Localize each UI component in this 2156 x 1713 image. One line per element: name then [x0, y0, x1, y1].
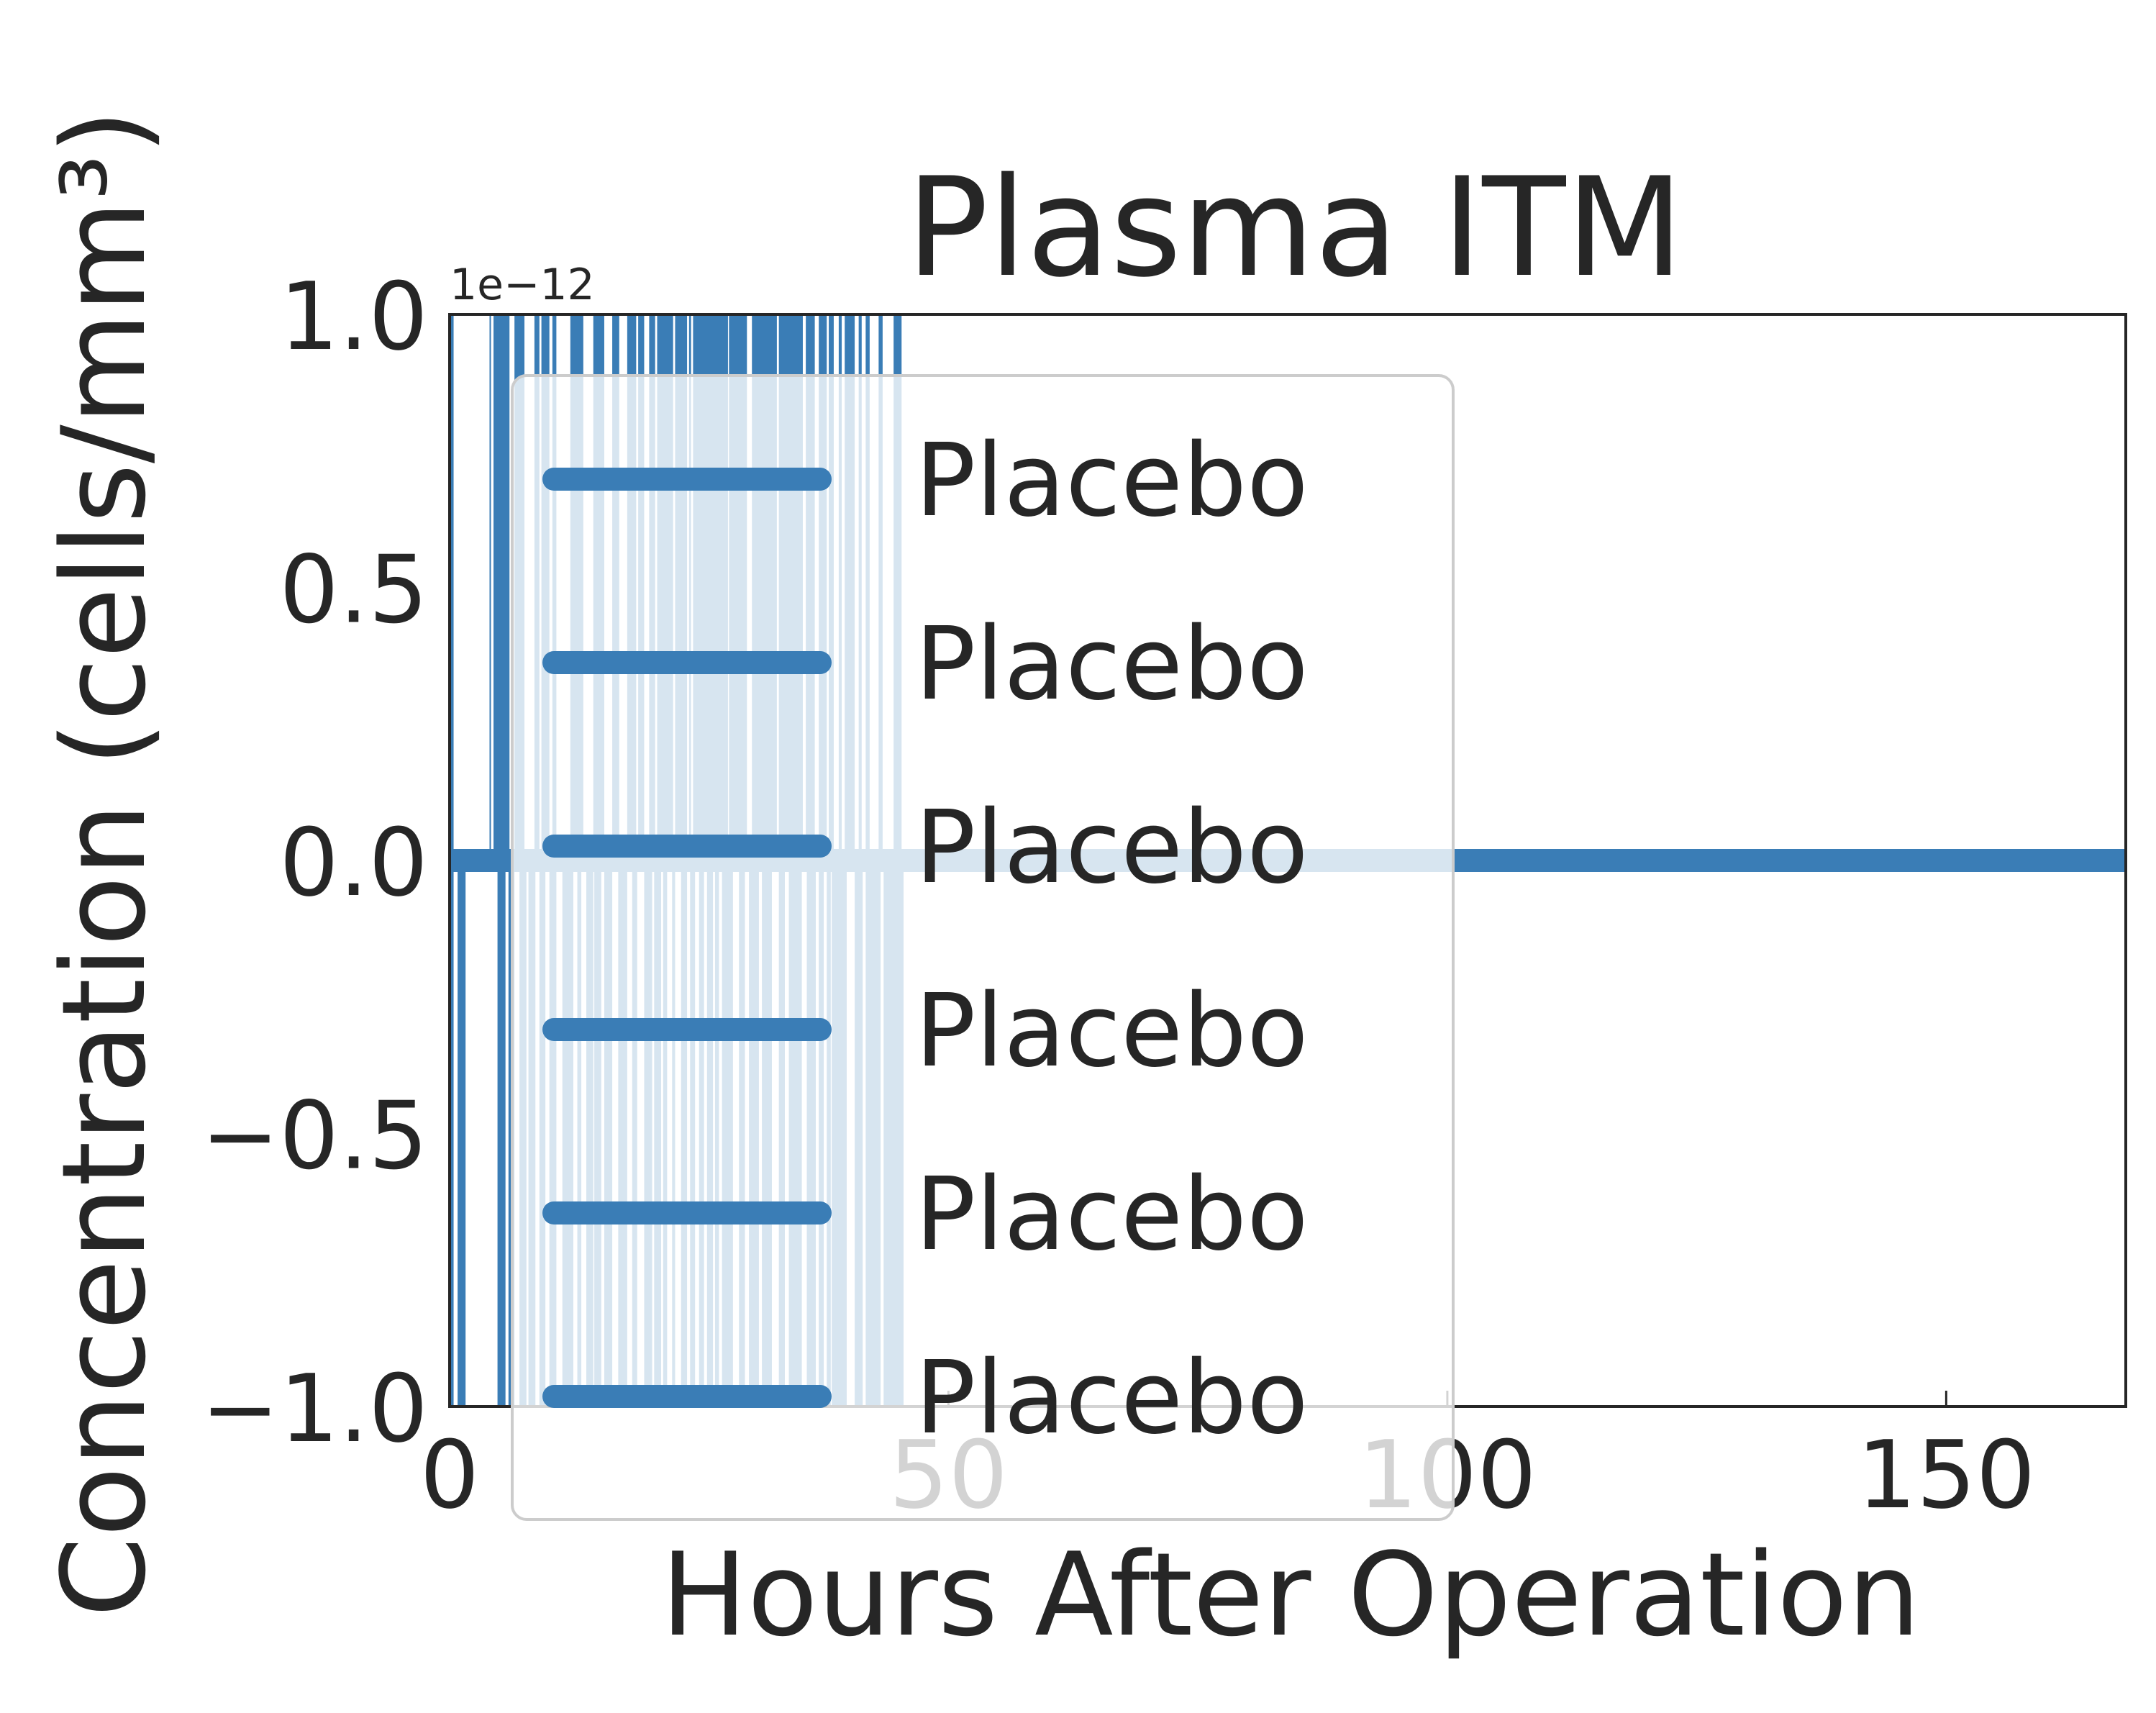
- chart-title: Plasma ITM: [906, 148, 1684, 307]
- y-tick-label: 1.0: [279, 262, 428, 371]
- y-offset-text: 1e−12: [450, 260, 595, 310]
- legend-items: Placebo Placebo Placebo Placebo Placebo Place…: [542, 422, 1309, 1457]
- y-axis: 1.0 0.5 0.0 −0.5 −1.0: [201, 262, 428, 1463]
- y-tick-label: −0.5: [201, 1081, 428, 1191]
- x-axis-label: Hours After Operation: [661, 1527, 1921, 1662]
- y-tick-label: 0.5: [279, 535, 428, 645]
- lower-span-2: [497, 860, 506, 1407]
- y-tick-label: −1.0: [201, 1354, 428, 1463]
- y-axis-label: Concentration (cells/mm³): [37, 109, 171, 1617]
- legend-label: Placebo: [915, 422, 1309, 540]
- legend-label: Placebo: [915, 1340, 1309, 1457]
- legend-label: Placebo: [915, 789, 1309, 907]
- upper-span-0: [450, 314, 454, 860]
- upper-span-1: [489, 314, 491, 860]
- legend-label: Placebo: [915, 973, 1309, 1090]
- x-tick-label: 0: [420, 1420, 480, 1530]
- legend-label: Placebo: [915, 606, 1309, 723]
- x-tick-label: 150: [1857, 1420, 2035, 1530]
- y-tick-label: 0.0: [279, 808, 428, 917]
- lower-span-0: [450, 860, 454, 1407]
- lower-span-1: [458, 860, 466, 1407]
- legend: Placebo Placebo Placebo Placebo Placebo Place…: [511, 374, 1455, 1521]
- upper-span-2: [493, 314, 510, 860]
- legend-label: Placebo: [915, 1156, 1309, 1273]
